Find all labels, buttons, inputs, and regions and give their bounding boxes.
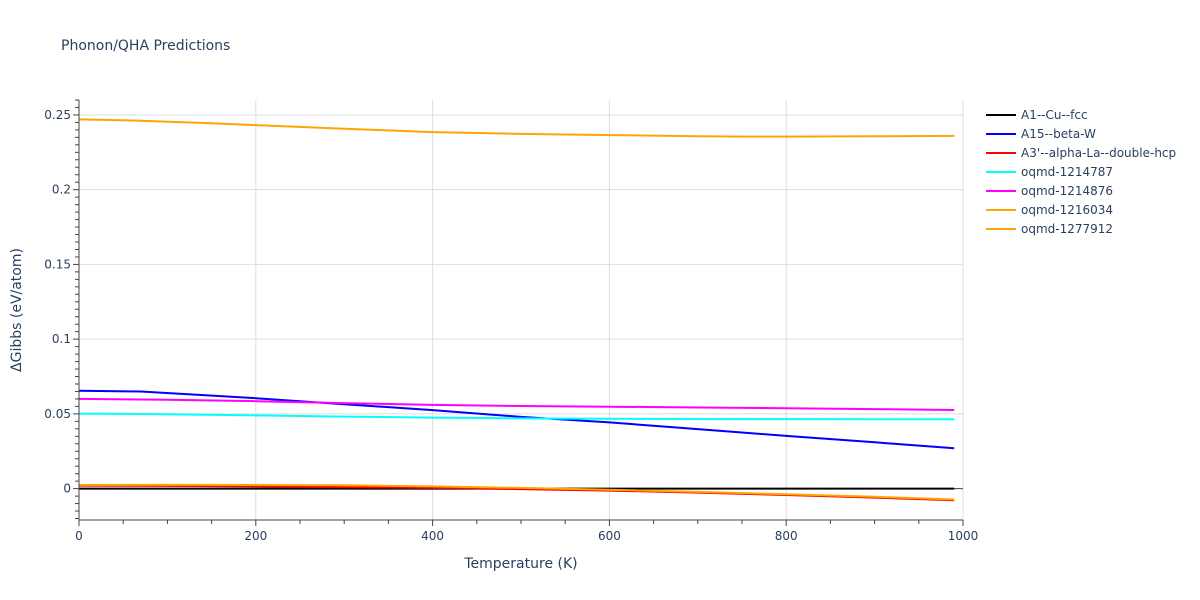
y-tick-label: 0.05 <box>44 407 71 421</box>
plot-area <box>78 118 955 502</box>
x-tick-label: 200 <box>244 529 267 543</box>
legend-label: oqmd-1216034 <box>1021 203 1113 217</box>
x-tick-label: 1000 <box>948 529 979 543</box>
legend-label: oqmd-1277912 <box>1021 222 1113 236</box>
legend-item[interactable]: A15--beta-W <box>986 127 1096 141</box>
legend-item[interactable]: oqmd-1277912 <box>986 222 1113 236</box>
y-tick-label: 0.2 <box>52 183 71 197</box>
legend-label: A3'--alpha-La--double-hcp <box>1021 146 1176 160</box>
legend-item[interactable]: oqmd-1214876 <box>986 184 1113 198</box>
chart-title: Phonon/QHA Predictions <box>61 38 230 54</box>
legend-item[interactable]: oqmd-1216034 <box>986 203 1113 217</box>
x-tick-label: 800 <box>775 529 798 543</box>
axes: 0 200 400 600 800 1000 0 0.05 0.1 0.15 0.2 0.25 <box>44 99 979 543</box>
y-tick-label: 0.15 <box>44 257 71 271</box>
x-tick-label: 400 <box>421 529 444 543</box>
legend-label: oqmd-1214787 <box>1021 165 1113 179</box>
legend-item[interactable]: A3'--alpha-La--double-hcp <box>986 146 1176 160</box>
legend-item[interactable]: oqmd-1214787 <box>986 165 1113 179</box>
legend-label: A1--Cu--fcc <box>1021 108 1088 122</box>
series-line-oqmd-1216034 <box>79 483 955 501</box>
x-axis-title: Temperature (K) <box>463 556 577 572</box>
series-line-oqmd-1214876 <box>78 397 955 411</box>
y-tick-label: 0.1 <box>52 332 71 346</box>
grid-lines <box>79 100 964 520</box>
y-tick-label: 0 <box>63 482 71 496</box>
legend-label: A15--beta-W <box>1021 127 1096 141</box>
series-line-a15-beta-w <box>78 389 955 450</box>
legend-item[interactable]: A1--Cu--fcc <box>986 108 1088 122</box>
y-axis-title: ΔGibbs (eV/atom) <box>9 248 25 372</box>
series-line-oqmd-1277912 <box>78 118 955 138</box>
x-tick-label: 600 <box>598 529 621 543</box>
legend[interactable]: A1--Cu--fcc A15--beta-W A3'--alpha-La--dou… <box>986 108 1176 236</box>
x-tick-label: 0 <box>75 529 83 543</box>
y-tick-label: 0.25 <box>44 108 71 122</box>
legend-label: oqmd-1214876 <box>1021 184 1113 198</box>
series-line-oqmd-1214787 <box>78 412 955 421</box>
